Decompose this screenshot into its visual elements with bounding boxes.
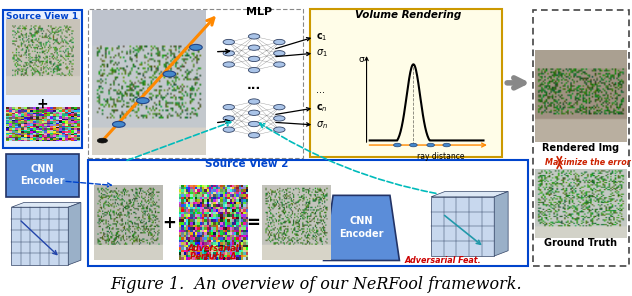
Circle shape — [443, 143, 451, 147]
Circle shape — [223, 127, 234, 132]
Text: ray distance: ray distance — [416, 152, 465, 161]
Polygon shape — [11, 202, 81, 207]
Circle shape — [427, 143, 434, 147]
Circle shape — [248, 56, 260, 62]
FancyBboxPatch shape — [310, 9, 502, 157]
Text: Perturb. Δ: Perturb. Δ — [190, 252, 237, 260]
Circle shape — [248, 121, 260, 127]
Circle shape — [248, 99, 260, 104]
Circle shape — [248, 110, 260, 115]
Polygon shape — [324, 195, 399, 260]
Circle shape — [274, 127, 285, 132]
Text: $\sigma_1$: $\sigma_1$ — [316, 47, 328, 59]
Polygon shape — [431, 192, 508, 197]
Text: +: + — [37, 97, 48, 111]
Polygon shape — [431, 197, 494, 256]
Text: Volume Rendering: Volume Rendering — [355, 10, 461, 20]
Circle shape — [274, 62, 285, 67]
Text: σ: σ — [358, 55, 365, 64]
Text: Adversarial: Adversarial — [188, 244, 240, 252]
Circle shape — [112, 121, 125, 127]
Text: Maximize the error: Maximize the error — [545, 158, 631, 167]
Polygon shape — [68, 202, 81, 265]
Text: $\mathbf{c}_n$: $\mathbf{c}_n$ — [316, 102, 328, 114]
Circle shape — [137, 98, 149, 104]
Circle shape — [274, 116, 285, 121]
Circle shape — [223, 39, 234, 45]
Text: $\mathbf{c}_1$: $\mathbf{c}_1$ — [316, 31, 327, 43]
Text: Source View 2: Source View 2 — [205, 159, 288, 169]
Circle shape — [223, 116, 234, 121]
Circle shape — [223, 62, 234, 67]
Text: =: = — [246, 215, 260, 232]
Text: $\sigma_n$: $\sigma_n$ — [316, 119, 328, 131]
Circle shape — [190, 44, 202, 50]
Text: CNN
Encoder: CNN Encoder — [20, 164, 64, 186]
Circle shape — [248, 133, 260, 138]
Text: Source View 1: Source View 1 — [6, 12, 78, 21]
Circle shape — [274, 104, 285, 110]
Circle shape — [97, 138, 107, 143]
Circle shape — [274, 51, 285, 56]
Circle shape — [248, 34, 260, 39]
Text: +: + — [162, 215, 176, 232]
Circle shape — [248, 45, 260, 50]
Text: Figure 1.  An overview of our NeRFool framework.: Figure 1. An overview of our NeRFool fra… — [110, 276, 522, 293]
Text: Rendered Img: Rendered Img — [542, 143, 619, 153]
FancyBboxPatch shape — [6, 154, 79, 197]
Circle shape — [223, 51, 234, 56]
FancyBboxPatch shape — [3, 10, 82, 148]
Text: MLP: MLP — [246, 7, 272, 17]
Circle shape — [274, 39, 285, 45]
Circle shape — [248, 67, 260, 73]
Text: ...: ... — [316, 85, 325, 95]
Text: CNN
Encoder: CNN Encoder — [339, 216, 384, 239]
Circle shape — [394, 143, 401, 147]
Polygon shape — [11, 207, 68, 265]
Text: ...: ... — [247, 79, 261, 92]
Circle shape — [163, 71, 176, 77]
Text: Ground Truth: Ground Truth — [544, 238, 617, 248]
Polygon shape — [494, 192, 508, 256]
Circle shape — [223, 104, 234, 110]
Text: Adversarial Feat.: Adversarial Feat. — [404, 256, 481, 265]
Circle shape — [410, 143, 417, 147]
